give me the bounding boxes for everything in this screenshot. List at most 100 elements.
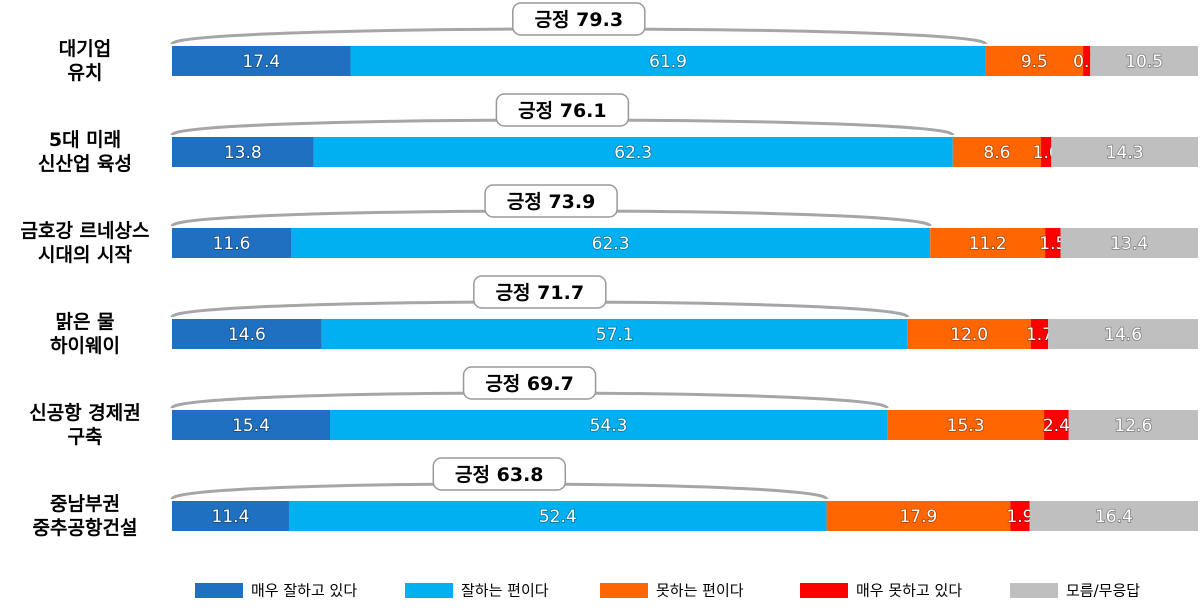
- value-label: 2.4: [1043, 416, 1070, 436]
- value-label: 57.1: [596, 325, 634, 345]
- bar-segment: [1044, 410, 1069, 440]
- value-label: 1.7: [1026, 325, 1053, 345]
- legend-label: 모름/무응답: [1066, 582, 1140, 600]
- legend-swatch: [195, 583, 243, 598]
- bar-segment: [1083, 46, 1091, 76]
- value-label: 16.4: [1095, 507, 1133, 527]
- bar-segment: [887, 410, 1045, 440]
- bar-segment: [172, 137, 314, 167]
- positive-value: 79.3: [576, 9, 623, 31]
- value-label: 14.6: [1104, 325, 1142, 345]
- value-label: 10.5: [1125, 52, 1163, 72]
- bar-segment: [172, 228, 292, 258]
- category-label: 신공항 경제권 구축: [29, 402, 141, 448]
- bar-segment: [172, 410, 331, 440]
- bar-segment: [1041, 137, 1052, 167]
- positive-value: 73.9: [548, 191, 595, 213]
- category-label: 대기업 유치: [58, 38, 112, 84]
- legend-swatch: [800, 583, 848, 598]
- value-label: 1.9: [1006, 507, 1033, 527]
- value-label: 11.4: [212, 507, 250, 527]
- legend-swatch: [405, 583, 453, 598]
- positive-label-text: 긍정: [518, 100, 553, 122]
- bar-segment: [1029, 501, 1198, 531]
- positive-label: 긍정 73.9: [507, 191, 595, 213]
- positive-bubble: [473, 275, 607, 309]
- bar-segment: [350, 46, 986, 76]
- positive-bubble: [495, 93, 630, 127]
- value-label: 11.2: [969, 234, 1007, 254]
- value-label: 61.9: [649, 52, 687, 72]
- value-label: 15.3: [947, 416, 985, 436]
- category-label: 맑은 물 하이웨이: [50, 311, 120, 357]
- legend-swatch: [600, 583, 648, 598]
- value-label: 9.5: [1021, 52, 1048, 72]
- positive-label: 긍정 79.3: [535, 9, 623, 31]
- category-label: 5대 미래 신산업 육성: [37, 129, 132, 175]
- category-label: 중남부권 중추공항건설: [32, 493, 138, 539]
- category-label: 금호강 르네상스 시대의 시작: [20, 220, 150, 266]
- bar-segment: [1090, 46, 1198, 76]
- bar-segment: [1060, 228, 1198, 258]
- bar-segment: [330, 410, 888, 440]
- bar-segment: [288, 501, 827, 531]
- positive-value: 76.1: [560, 100, 607, 122]
- positive-label: 긍정 71.7: [496, 282, 584, 304]
- bar-segment: [313, 137, 953, 167]
- positive-label-text: 긍정: [496, 282, 531, 304]
- positive-value: 69.7: [527, 373, 574, 395]
- positive-label: 긍정 63.8: [455, 464, 543, 486]
- value-label: 14.3: [1106, 143, 1144, 163]
- positive-bubble: [512, 2, 646, 36]
- positive-label: 긍정 76.1: [518, 100, 606, 122]
- positive-label-text: 긍정: [455, 464, 490, 486]
- positive-value: 71.7: [537, 282, 584, 304]
- value-label: 14.6: [228, 325, 266, 345]
- positive-label: 긍정 69.7: [485, 373, 573, 395]
- bar-segment: [985, 46, 1084, 76]
- value-label: 13.8: [224, 143, 262, 163]
- bar-segment: [1048, 319, 1198, 349]
- bar-segment: [1010, 501, 1030, 531]
- bar-segment: [1068, 410, 1198, 440]
- bar-segment: [321, 319, 908, 349]
- bar-segment: [1051, 137, 1198, 167]
- bar-segment: [172, 319, 322, 349]
- value-label: 1.5: [1039, 234, 1066, 254]
- value-label: 17.4: [242, 52, 280, 72]
- legend-swatch: [1010, 583, 1058, 598]
- value-label: 13.4: [1110, 234, 1148, 254]
- bar-segment: [1045, 228, 1061, 258]
- value-label: 62.3: [592, 234, 630, 254]
- value-label: 8.6: [983, 143, 1010, 163]
- bar-segment: [172, 501, 289, 531]
- positive-label-text: 긍정: [485, 373, 520, 395]
- value-label: 62.3: [614, 143, 652, 163]
- value-label: 54.3: [590, 416, 628, 436]
- positive-bubble: [462, 366, 597, 400]
- positive-bubble: [484, 184, 618, 218]
- legend-label: 잘하는 편이다: [461, 582, 549, 600]
- value-label: 17.9: [899, 507, 937, 527]
- bar-segment: [930, 228, 1046, 258]
- positive-label-text: 긍정: [507, 191, 542, 213]
- bar-segment: [172, 46, 351, 76]
- bar-segment: [1030, 319, 1049, 349]
- positive-label-text: 긍정: [535, 9, 570, 31]
- bar-segment: [907, 319, 1031, 349]
- value-label: 15.4: [232, 416, 270, 436]
- bar-segment: [291, 228, 931, 258]
- legend-label: 못하는 편이다: [656, 582, 744, 600]
- bar-segment: [826, 501, 1011, 531]
- positive-value: 63.8: [497, 464, 544, 486]
- positive-bubble: [432, 457, 567, 491]
- value-label: 12.6: [1114, 416, 1152, 436]
- legend-label: 매우 못하고 있다: [856, 582, 962, 600]
- value-label: 12.0: [950, 325, 988, 345]
- legend-label: 매우 잘하고 있다: [251, 582, 357, 600]
- value-label: 11.6: [213, 234, 251, 254]
- value-label: 52.4: [539, 507, 577, 527]
- bar-segment: [952, 137, 1042, 167]
